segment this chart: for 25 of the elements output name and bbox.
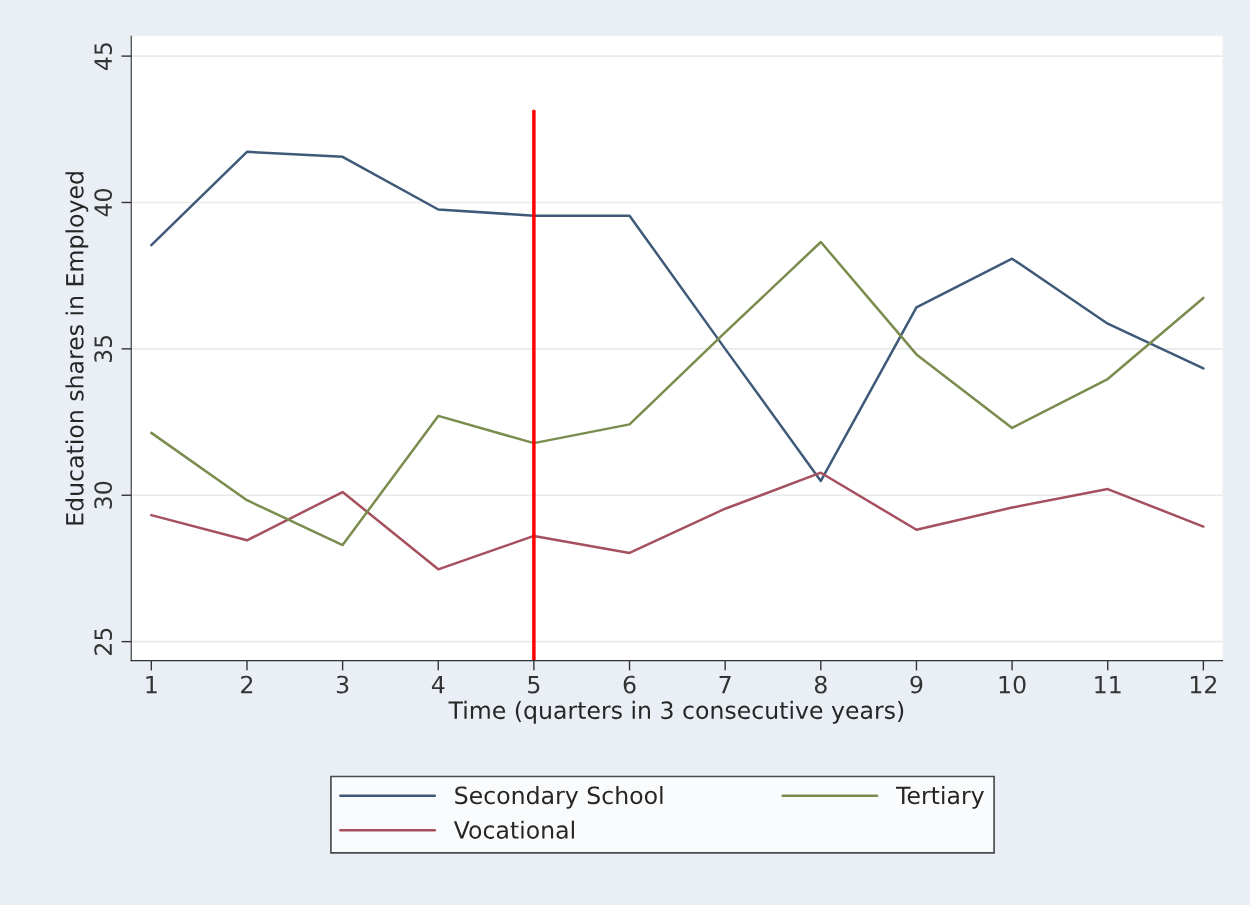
x-tick-label: 3 — [336, 675, 349, 694]
x-tick-label: 12 — [1190, 675, 1217, 694]
y-tick-label: 30 — [94, 481, 113, 509]
y-axis-title: Education shares in Employed — [65, 172, 89, 525]
x-tick-label: 2 — [241, 675, 253, 694]
x-tick-label: 5 — [528, 675, 540, 694]
x-tick-label: 7 — [719, 675, 731, 694]
line-series — [150, 471, 1205, 571]
legend-label: Secondary School — [455, 785, 663, 809]
x-tick-label: 6 — [623, 675, 636, 694]
x-tick-label: 9 — [910, 675, 923, 694]
x-tick-label: 1 — [146, 675, 157, 694]
legend-label: Tertiary — [895, 785, 984, 809]
line-series — [150, 240, 1205, 547]
y-tick-label: 40 — [94, 189, 113, 217]
x-tick-label: 10 — [999, 675, 1026, 694]
legend-label: Vocational — [453, 820, 574, 839]
y-tick-label: 35 — [94, 335, 113, 363]
line-series — [150, 150, 1205, 483]
y-tick-label: 25 — [94, 628, 113, 655]
x-axis-title: Time (quarters in 3 consecutive years) — [448, 700, 904, 724]
x-tick-label: 4 — [431, 675, 445, 694]
y-tick-label: 45 — [94, 43, 113, 70]
x-tick-label: 11 — [1095, 675, 1121, 694]
x-tick-label: 8 — [814, 675, 827, 694]
